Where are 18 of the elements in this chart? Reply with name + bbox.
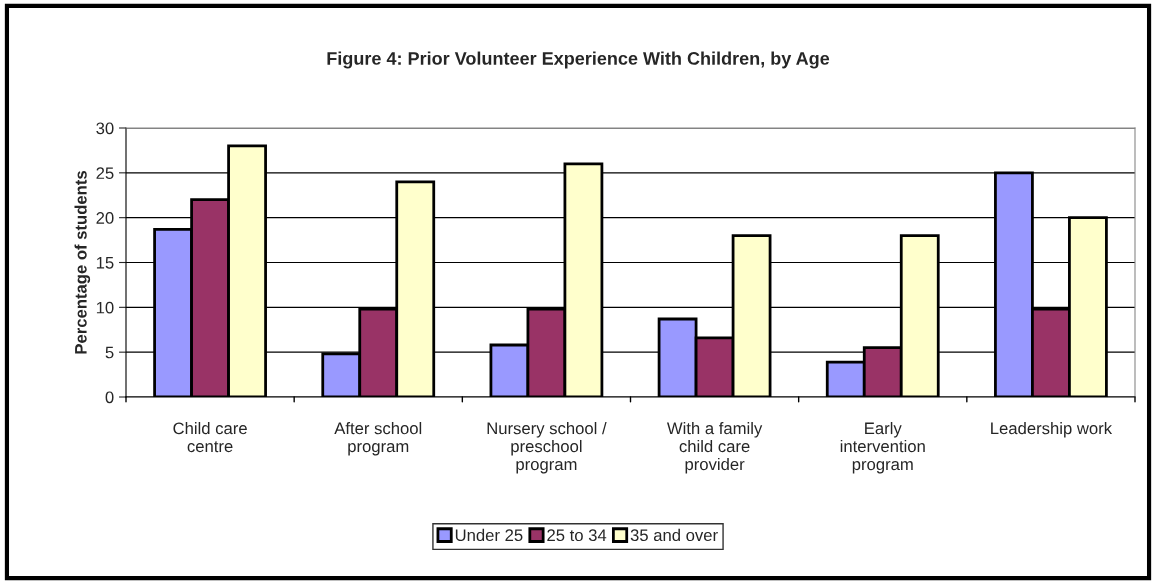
x-tick-label: Child care centre — [173, 422, 247, 453]
legend-label: 35 and over — [630, 528, 718, 542]
chart-title: Figure 4: Prior Volunteer Experience With Children, by Age — [327, 51, 830, 69]
y-tick-label: 5 — [105, 346, 114, 359]
y-tick-label: 10 — [96, 301, 114, 314]
legend-label: Under 25 — [455, 528, 523, 542]
x-tick-label: With a family child care provider — [666, 422, 763, 474]
y-axis-title: Percentage of students — [74, 171, 91, 354]
y-tick-label: 30 — [96, 122, 114, 135]
x-tick-label: Nursery school / preschool program — [487, 422, 607, 474]
x-tick-label: After school program — [334, 422, 422, 456]
y-tick-label: 25 — [96, 167, 114, 180]
y-tick-label: 20 — [96, 212, 114, 224]
y-tick-label: 0 — [105, 391, 114, 404]
legend-label: 25 to 34 — [547, 529, 607, 542]
x-tick-label: Leadership work — [991, 422, 1113, 438]
x-tick-label: Early intervention program — [840, 422, 925, 474]
y-tick-label: 15 — [96, 257, 114, 269]
